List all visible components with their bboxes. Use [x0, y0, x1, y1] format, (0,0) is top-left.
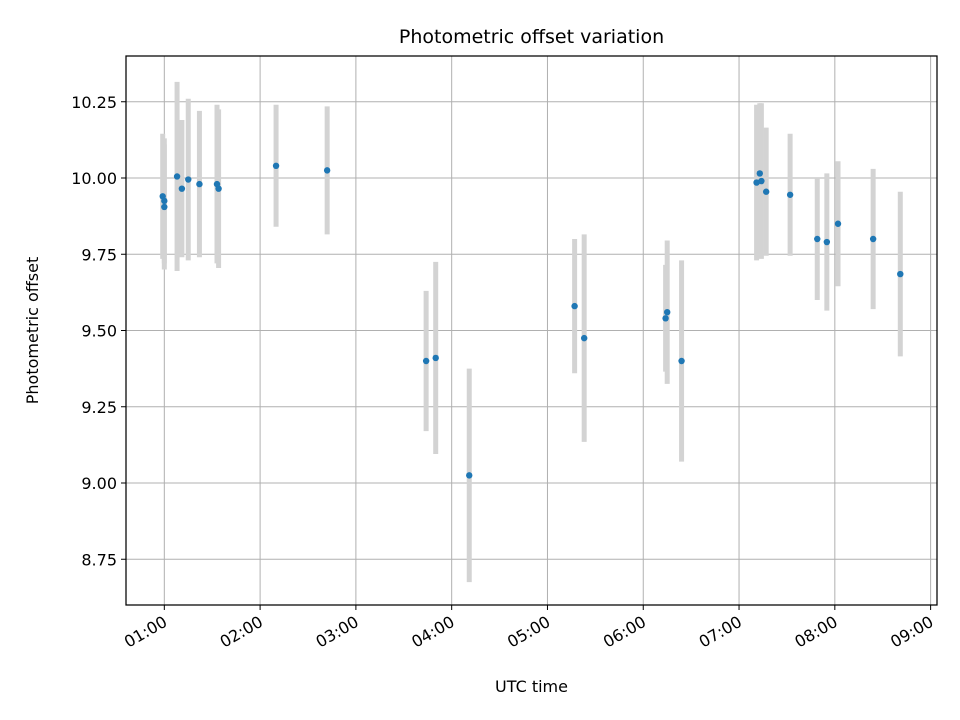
data-point: [678, 357, 685, 365]
y-axis-label: Photometric offset: [23, 257, 42, 405]
data-point: [323, 167, 331, 174]
data-point: [580, 334, 588, 342]
data-point: [869, 235, 877, 243]
x-axis-label: UTC time: [495, 677, 568, 696]
data-point: [814, 235, 821, 243]
data-point: [161, 203, 168, 211]
data-point: [662, 315, 669, 322]
data-point: [663, 309, 671, 316]
data-point: [196, 180, 203, 188]
data-point: [834, 220, 842, 227]
chart-title: Photometric offset variation: [399, 26, 664, 48]
data-points: [159, 162, 904, 479]
data-point: [762, 188, 770, 195]
data-point: [897, 270, 904, 278]
data-point: [571, 302, 578, 310]
data-point: [422, 357, 430, 365]
y-tick-label: 9.00: [81, 474, 117, 493]
data-point: [215, 185, 222, 192]
data-point: [185, 176, 192, 183]
data-point: [786, 191, 794, 198]
y-tick-label: 9.25: [81, 398, 117, 417]
data-point: [178, 185, 186, 192]
data-point: [272, 162, 280, 169]
y-tick-label: 8.75: [81, 550, 117, 569]
y-axis: 8.75 9.00 9.25 9.50 9.75 10.00 10.25: [71, 93, 126, 569]
data-point: [758, 177, 765, 185]
data-point: [173, 173, 181, 180]
data-point: [823, 238, 831, 246]
y-tick-label: 9.50: [81, 322, 117, 341]
data-point: [161, 197, 168, 205]
y-tick-label: 10.00: [71, 169, 117, 188]
data-point: [756, 170, 763, 177]
y-tick-label: 10.25: [71, 93, 117, 112]
y-tick-label: 9.75: [81, 245, 117, 264]
data-point: [432, 354, 439, 362]
grid: [126, 56, 937, 605]
data-point: [466, 472, 473, 479]
